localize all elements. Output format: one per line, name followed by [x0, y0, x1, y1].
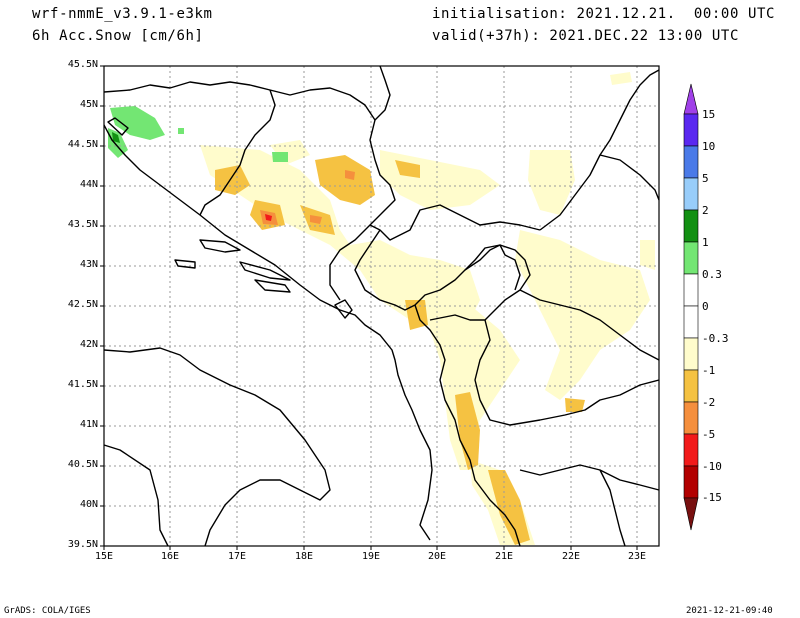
colorbar-bottom-arrow: [683, 497, 699, 531]
lat-label: 45.5N: [67, 59, 98, 70]
lon-label: 22E: [561, 551, 581, 562]
lat-label: 40.5N: [67, 459, 98, 470]
lat-label: 40N: [79, 499, 98, 510]
colorbar-segment: [683, 401, 699, 435]
colorbar-segment: [683, 241, 699, 275]
positive-areas: [108, 106, 288, 162]
colorbar-segment: [683, 113, 699, 147]
snow-dark-spots: [260, 170, 355, 225]
lat-label: 41.5N: [67, 379, 98, 390]
lat-label: 45N: [79, 99, 98, 110]
lat-label: 42N: [79, 339, 98, 350]
colorbar-label: 2: [702, 204, 709, 217]
colorbar-label: -2: [702, 396, 716, 409]
colorbar-label: -10: [702, 460, 722, 473]
lat-label: 43.5N: [67, 219, 98, 230]
lat-label: 39.5N: [67, 539, 98, 550]
colorbar-segment: [683, 145, 699, 179]
axis-ticks: [100, 65, 638, 550]
footer-credit: GrADS: COLA/IGES: [4, 606, 91, 616]
colorbar-label: -1: [702, 364, 716, 377]
lon-label: 15E: [94, 551, 114, 562]
colorbar-label: -15: [702, 491, 722, 504]
snow-orange-areas: [215, 155, 585, 545]
lon-label: 21E: [494, 551, 514, 562]
lat-label: 42.5N: [67, 299, 98, 310]
colorbar-segment: [683, 273, 699, 307]
colorbar-segment: [683, 433, 699, 467]
colorbar-label: 0.3: [702, 268, 722, 281]
lat-label: 44.5N: [67, 139, 98, 150]
colorbar-label: 1: [702, 236, 709, 249]
colorbar: [683, 83, 699, 531]
colorbar-label: -5: [702, 428, 716, 441]
coastlines-borders: [103, 65, 660, 547]
init-time: initialisation: 2021.12.21. 00:00 UTC: [432, 6, 776, 22]
colorbar-label: 5: [702, 172, 709, 185]
colorbar-segment: [683, 177, 699, 211]
colorbar-segment: [683, 337, 699, 371]
lat-label: 43N: [79, 259, 98, 270]
field-title: 6h Acc.Snow [cm/6h]: [32, 28, 204, 44]
colorbar-segment: [683, 465, 699, 499]
colorbar-segment: [683, 369, 699, 403]
colorbar-label: 0: [702, 300, 709, 313]
colorbar-label: 10: [702, 140, 716, 153]
colorbar-label: 15: [702, 108, 716, 121]
colorbar-segment: [683, 209, 699, 243]
colorbar-segment: [683, 305, 699, 339]
colorbar-label: -0.3: [702, 332, 729, 345]
lat-label: 41N: [79, 419, 98, 430]
valid-time: valid(+37h): 2021.DEC.22 13:00 UTC: [432, 28, 739, 44]
lon-label: 16E: [160, 551, 180, 562]
lon-label: 19E: [361, 551, 381, 562]
lon-label: 18E: [294, 551, 314, 562]
model-title: wrf-nmmE_v3.9.1-e3km: [32, 6, 213, 22]
lon-label: 20E: [427, 551, 447, 562]
lon-label: 17E: [227, 551, 247, 562]
footer-timestamp: 2021-12-21-09:40: [686, 606, 773, 616]
colorbar-top-arrow: [683, 83, 699, 115]
lat-label: 44N: [79, 179, 98, 190]
lon-label: 23E: [627, 551, 647, 562]
